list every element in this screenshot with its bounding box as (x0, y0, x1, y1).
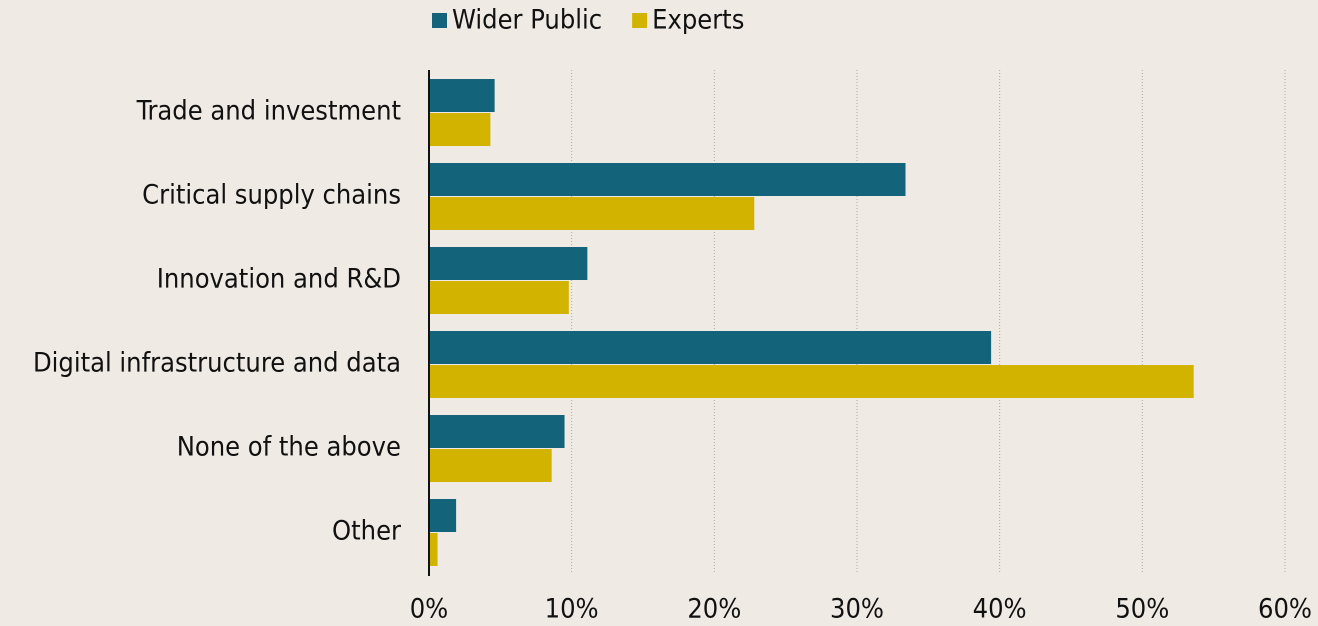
bar (429, 197, 755, 230)
bar (429, 79, 495, 112)
bar (429, 113, 491, 146)
y-tick-label: Critical supply chains (142, 180, 401, 211)
x-tick-label: 60% (1258, 594, 1312, 625)
bar (429, 247, 588, 280)
legend-swatch (432, 13, 447, 28)
y-tick-label: None of the above (177, 432, 401, 463)
bar (429, 163, 906, 196)
bar (429, 415, 565, 448)
x-tick-label: 40% (973, 594, 1027, 625)
bar (429, 533, 438, 566)
x-tick-label: 20% (687, 594, 741, 625)
bar (429, 449, 552, 482)
y-tick-label: Digital infrastructure and data (33, 348, 401, 379)
bar (429, 331, 992, 364)
legend-swatch (632, 13, 648, 28)
x-tick-label: 50% (1115, 594, 1169, 625)
bar (429, 365, 1194, 398)
x-tick-label: 30% (830, 594, 884, 625)
bar (429, 499, 457, 532)
y-tick-label: Other (332, 516, 401, 547)
y-tick-label: Trade and investment (136, 96, 401, 127)
x-tick-label: 0% (410, 594, 449, 625)
y-tick-label: Innovation and R&D (157, 264, 401, 295)
bar (429, 281, 569, 314)
legend-label: Experts (652, 5, 744, 36)
x-tick-label: 10% (545, 594, 599, 625)
legend-label: Wider Public (452, 5, 602, 36)
